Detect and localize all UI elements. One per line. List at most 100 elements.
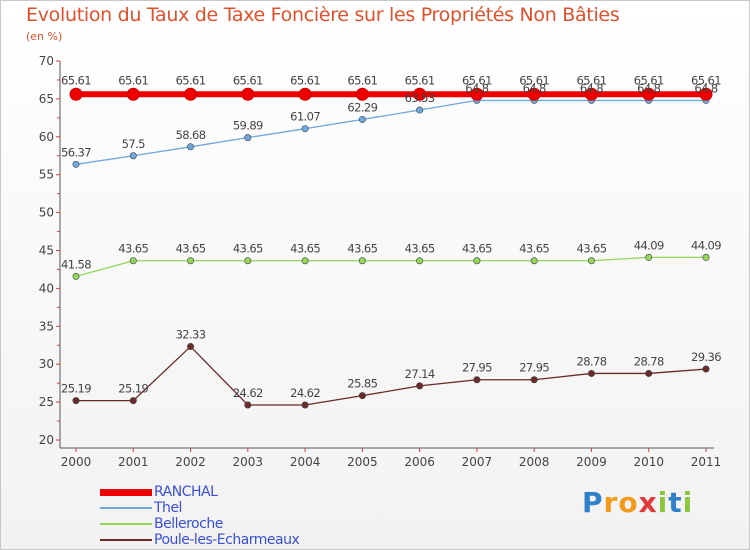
data-point-belleroche (416, 257, 424, 265)
data-point-ranchal (584, 87, 598, 101)
legend-swatch (100, 489, 152, 496)
data-label-belleroche: 44.09 (691, 238, 721, 252)
data-label-ranchal: 65.61 (462, 73, 492, 87)
data-label-poule-les-echarmeaux: 29.36 (691, 350, 721, 364)
data-label-belleroche: 43.65 (118, 242, 148, 256)
data-label-thel: 64.8 (465, 81, 488, 95)
data-point-belleroche (473, 257, 481, 265)
x-tick-label: 2003 (233, 455, 264, 469)
logo-letter: i (682, 486, 694, 519)
logo-letter: i (657, 486, 669, 519)
data-label-thel: 64.8 (637, 81, 660, 95)
data-label-ranchal: 65.61 (176, 73, 206, 87)
y-tick-label: 45 (39, 244, 54, 258)
data-label-thel: 64.8 (694, 81, 717, 95)
x-tick-label: 2001 (118, 455, 149, 469)
legend-swatch (100, 539, 152, 541)
data-point-poule-les-echarmeaux (244, 401, 252, 409)
data-label-poule-les-echarmeaux: 27.95 (519, 361, 549, 375)
data-label-ranchal: 65.61 (519, 73, 549, 87)
data-label-ranchal: 65.61 (290, 73, 320, 87)
data-label-belleroche: 43.65 (347, 242, 377, 256)
data-label-thel: 64.8 (523, 81, 546, 95)
data-label-poule-les-echarmeaux: 25.19 (118, 382, 148, 396)
data-point-thel (244, 134, 252, 142)
legend-label: RANCHAL (154, 484, 218, 500)
data-label-belleroche: 43.65 (405, 242, 435, 256)
legend-label: Belleroche (154, 516, 223, 532)
y-tick-label: 35 (39, 319, 54, 333)
x-tick-label: 2000 (61, 455, 92, 469)
data-point-belleroche (72, 272, 80, 280)
data-point-poule-les-echarmeaux (645, 369, 653, 377)
logo-letter: t (668, 486, 683, 519)
chart-title: Evolution du Taux de Taxe Foncière sur l… (26, 4, 620, 26)
data-label-belleroche: 41.58 (61, 257, 91, 271)
data-label-belleroche: 44.09 (634, 238, 664, 252)
data-point-ranchal (413, 87, 427, 101)
data-point-thel (416, 106, 424, 114)
data-point-belleroche (301, 257, 309, 265)
data-point-poule-les-echarmeaux (587, 369, 595, 377)
y-tick-label: 65 (39, 92, 54, 106)
data-label-poule-les-echarmeaux: 25.85 (347, 377, 377, 391)
data-label-poule-les-echarmeaux: 24.62 (290, 386, 320, 400)
y-tick-label: 60 (39, 130, 54, 144)
data-label-thel: 63.53 (405, 91, 435, 105)
data-label-thel: 61.07 (290, 110, 320, 124)
data-point-ranchal (470, 87, 484, 101)
data-point-poule-les-echarmeaux (702, 365, 710, 373)
x-tick-label: 2002 (175, 455, 206, 469)
data-label-belleroche: 43.65 (233, 242, 263, 256)
data-label-ranchal: 65.61 (576, 73, 606, 87)
data-point-thel (129, 152, 137, 160)
logo-letter: x (638, 486, 658, 519)
x-tick-label: 2004 (290, 455, 321, 469)
data-point-ranchal (355, 87, 369, 101)
series-line-belleroche (75, 256, 706, 278)
data-point-poule-les-echarmeaux (301, 401, 309, 409)
data-label-poule-les-echarmeaux: 27.14 (405, 367, 435, 381)
x-tick-label: 2005 (347, 455, 378, 469)
data-point-belleroche (587, 257, 595, 265)
data-point-belleroche (244, 257, 252, 265)
data-point-ranchal (126, 87, 140, 101)
data-label-belleroche: 43.65 (519, 242, 549, 256)
data-label-ranchal: 65.61 (691, 73, 721, 87)
data-label-ranchal: 65.61 (233, 73, 263, 87)
x-tick-label: 2007 (462, 455, 493, 469)
x-tick-label: 2010 (633, 455, 664, 469)
data-point-ranchal (699, 87, 713, 101)
legend-swatch (100, 507, 152, 509)
data-label-ranchal: 65.61 (405, 73, 435, 87)
data-label-thel: 59.89 (233, 119, 263, 133)
data-point-poule-les-echarmeaux (129, 397, 137, 405)
legend-swatch (100, 523, 152, 525)
data-label-poule-les-echarmeaux: 28.78 (634, 354, 664, 368)
data-label-thel: 56.37 (61, 145, 91, 159)
x-tick-label: 2011 (691, 455, 722, 469)
data-point-ranchal (642, 87, 656, 101)
data-label-poule-les-echarmeaux: 32.33 (176, 328, 206, 342)
y-tick-label: 55 (39, 168, 54, 182)
data-point-ranchal (241, 87, 255, 101)
x-tick-label: 2006 (404, 455, 435, 469)
data-point-thel (72, 160, 80, 168)
data-point-thel (358, 115, 366, 123)
data-point-ranchal (527, 87, 541, 101)
data-label-poule-les-echarmeaux: 28.78 (576, 354, 606, 368)
series-line-thel (75, 99, 706, 165)
data-point-poule-les-echarmeaux (358, 392, 366, 400)
x-tick-label: 2009 (576, 455, 607, 469)
data-point-thel (301, 125, 309, 133)
data-label-ranchal: 65.61 (118, 73, 148, 87)
y-tick-label: 30 (39, 357, 54, 371)
y-tick-label: 20 (39, 433, 54, 447)
y-axis-unit-label: (en %) (26, 30, 63, 43)
data-point-ranchal (184, 87, 198, 101)
data-label-ranchal: 65.61 (347, 73, 377, 87)
y-tick-label: 25 (39, 395, 54, 409)
data-label-thel: 64.8 (580, 81, 603, 95)
data-point-poule-les-echarmeaux (416, 382, 424, 390)
